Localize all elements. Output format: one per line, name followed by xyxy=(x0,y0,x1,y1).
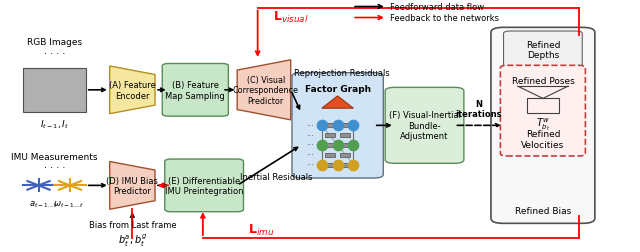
Point xyxy=(333,143,343,147)
Polygon shape xyxy=(109,162,155,209)
Point xyxy=(333,124,343,128)
Text: $I_{t-1}, I_t$: $I_{t-1}, I_t$ xyxy=(40,118,69,131)
Bar xyxy=(23,69,86,112)
Point xyxy=(348,163,358,167)
Bar xyxy=(325,134,335,138)
Point xyxy=(317,124,327,128)
Bar xyxy=(340,143,350,147)
Point xyxy=(317,163,327,167)
Text: Reprojection Residuals: Reprojection Residuals xyxy=(294,69,390,78)
Text: (A) Feature
Encoder: (A) Feature Encoder xyxy=(109,81,156,100)
FancyBboxPatch shape xyxy=(292,73,383,178)
Text: $\mathbf{L}_{\mathit{imu}}$: $\mathbf{L}_{\mathit{imu}}$ xyxy=(248,222,275,237)
FancyBboxPatch shape xyxy=(164,160,243,212)
Text: Feedback to the networks: Feedback to the networks xyxy=(390,14,499,23)
Text: N
iterations: N iterations xyxy=(456,99,502,118)
Bar xyxy=(325,124,335,128)
Text: $a_{t-1\ldots t}$: $a_{t-1\ldots t}$ xyxy=(29,199,58,209)
FancyBboxPatch shape xyxy=(491,28,595,224)
Text: Feedforward data flow: Feedforward data flow xyxy=(390,3,484,12)
FancyBboxPatch shape xyxy=(385,88,464,164)
Text: · · · ·: · · · · xyxy=(44,162,65,172)
Text: (B) Feature
Map Sampling: (B) Feature Map Sampling xyxy=(165,81,225,100)
Text: Inertial Residuals: Inertial Residuals xyxy=(241,173,313,182)
Point xyxy=(317,143,327,147)
Point xyxy=(348,124,358,128)
Bar xyxy=(340,124,350,128)
Text: $\mathbf{L}_{\mathit{visual}}$: $\mathbf{L}_{\mathit{visual}}$ xyxy=(273,10,309,25)
Polygon shape xyxy=(109,67,155,114)
Text: (D) IMU Bias
Predictor: (D) IMU Bias Predictor xyxy=(106,176,158,195)
FancyBboxPatch shape xyxy=(504,32,582,69)
Text: (C) Visual
Correspondence
Predictor: (C) Visual Correspondence Predictor xyxy=(233,76,299,105)
Bar xyxy=(325,163,335,167)
Polygon shape xyxy=(237,60,291,120)
Text: Refined
Velocities: Refined Velocities xyxy=(521,130,564,149)
Point xyxy=(348,143,358,147)
Bar xyxy=(325,143,335,147)
Text: (E) Differentiable
IMU Preintegration: (E) Differentiable IMU Preintegration xyxy=(165,176,243,195)
Text: ···: ··· xyxy=(307,141,314,150)
Text: Bias from Last frame: Bias from Last frame xyxy=(88,220,176,229)
Text: ···: ··· xyxy=(307,161,314,169)
Text: $b_t^a, b_t^g$: $b_t^a, b_t^g$ xyxy=(118,231,147,248)
Text: Refined Bias: Refined Bias xyxy=(515,206,571,215)
Point xyxy=(333,163,343,167)
Text: ···: ··· xyxy=(307,121,314,130)
Text: $\omega_{t-1\ldots t}$: $\omega_{t-1\ldots t}$ xyxy=(53,199,83,209)
Polygon shape xyxy=(322,97,353,109)
Text: Refined
Depths: Refined Depths xyxy=(525,41,560,60)
Text: RGB Images: RGB Images xyxy=(27,38,82,47)
Bar xyxy=(340,134,350,138)
Text: ···: ··· xyxy=(307,131,314,140)
Text: $T_{b_t}^w$: $T_{b_t}^w$ xyxy=(536,116,550,133)
Text: Refined Poses: Refined Poses xyxy=(511,77,574,86)
Bar xyxy=(340,153,350,157)
Text: Factor Graph: Factor Graph xyxy=(305,84,371,93)
Text: · · · ·: · · · · xyxy=(44,49,65,59)
Text: IMU Measurements: IMU Measurements xyxy=(11,152,97,161)
FancyBboxPatch shape xyxy=(500,66,586,156)
Text: (F) Visual-Inertial
Bundle-
Adjustment: (F) Visual-Inertial Bundle- Adjustment xyxy=(388,111,461,141)
Text: ···: ··· xyxy=(307,151,314,160)
FancyBboxPatch shape xyxy=(163,64,228,117)
Bar xyxy=(340,163,350,167)
Bar xyxy=(325,153,335,157)
